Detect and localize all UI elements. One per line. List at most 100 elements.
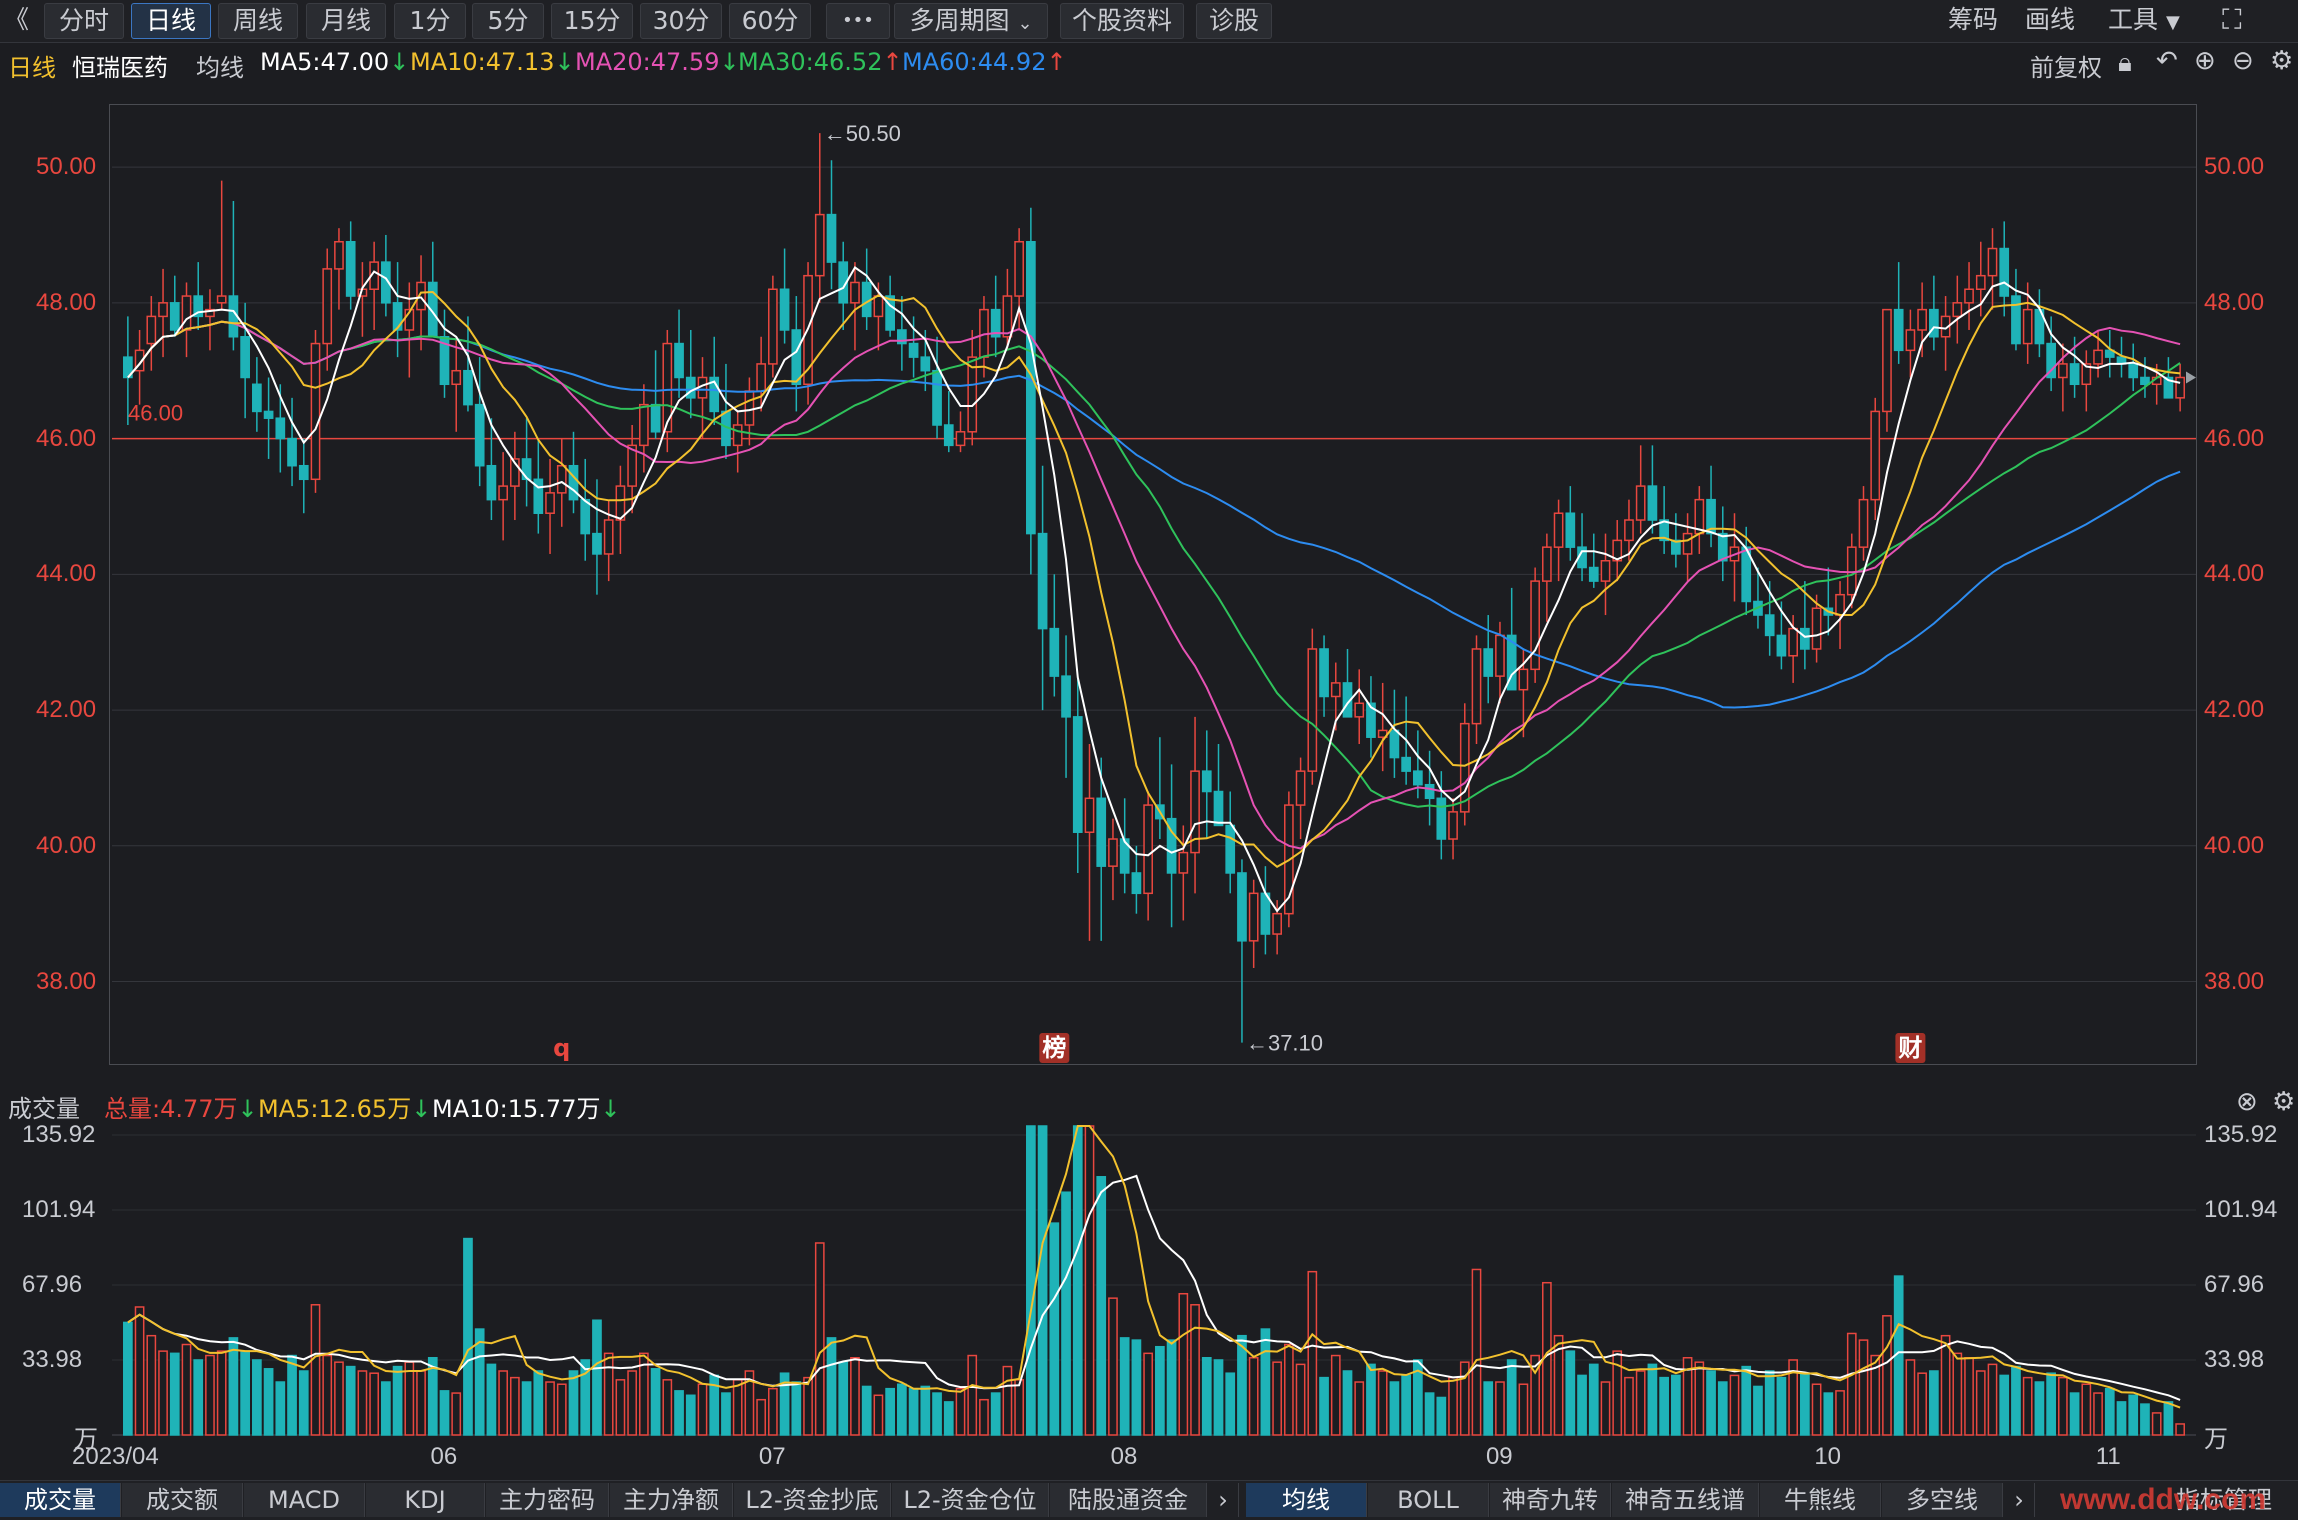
tab-macd[interactable]: MACD — [244, 1483, 365, 1517]
volume-bar-up — [967, 1354, 978, 1436]
tab-long-short[interactable]: 多空线 — [1882, 1483, 2003, 1517]
volume-bar-down — [2034, 1381, 2045, 1436]
tab-volume[interactable]: 成交量 — [0, 1483, 121, 1517]
candle-down — [1565, 512, 1576, 548]
lock-icon[interactable]: 🔒︎ — [2118, 48, 2132, 78]
tab-l2-position[interactable]: L2-资金仓位 — [892, 1483, 1049, 1517]
down-arrow-icon: ↓ — [554, 48, 575, 76]
volume-header: 成交量 总量:4.77万↓ MA5:12.65万↓ MA10:15.77万↓ ⊗… — [0, 1085, 2298, 1125]
volume-bar-down — [1929, 1370, 1939, 1436]
period-tab-60min[interactable]: 60分 — [729, 3, 811, 39]
candle-down — [439, 336, 450, 386]
close-icon[interactable]: ⊗ — [2236, 1087, 2258, 1117]
tab-magic-nine[interactable]: 神奇九转 — [1490, 1483, 1611, 1517]
volume-bar-down — [1717, 1381, 1728, 1436]
candle-down — [1929, 308, 1939, 338]
down-arrow-icon: ↓ — [389, 48, 410, 76]
ma-title[interactable]: 均线 — [196, 54, 244, 82]
chevron-right-icon[interactable]: › — [1208, 1483, 1239, 1517]
volume-bar-up — [1682, 1357, 1693, 1436]
stock-name[interactable]: 恒瑞医药 — [72, 54, 168, 82]
period-tab-daily[interactable]: 日线 — [131, 3, 211, 39]
tab-main-force-code[interactable]: 主力密码 — [486, 1483, 609, 1517]
volume-bar-up — [1952, 1352, 1963, 1436]
volume-bar-up — [1694, 1361, 1705, 1436]
candle-up — [451, 369, 462, 386]
period-tab-fenshi[interactable]: 分时 — [44, 3, 124, 39]
volume-bar-up — [627, 1370, 637, 1436]
zoom-out-icon[interactable]: ⊖ — [2232, 46, 2254, 76]
chevron-down-icon: ⌄ — [1017, 13, 1033, 34]
period-tab-30min[interactable]: 30分 — [640, 3, 722, 39]
tab-kdj[interactable]: KDJ — [366, 1483, 485, 1517]
volume-bar-down — [897, 1383, 907, 1436]
chips-button[interactable]: 筹码 — [1948, 5, 1999, 34]
back-icon[interactable]: 《 — [4, 5, 30, 34]
undo-icon[interactable]: ↶ — [2156, 46, 2178, 76]
candle-up — [1307, 648, 1318, 772]
candle-down — [897, 329, 907, 345]
fullscreen-icon[interactable]: ⛶ — [2222, 3, 2242, 36]
volume-total: 总量:4.77万↓ — [104, 1089, 258, 1124]
volume-bar-down — [392, 1365, 403, 1436]
diagnose-button[interactable]: 诊股 — [1196, 3, 1272, 39]
candle-down — [1319, 648, 1329, 698]
volume-bar-down — [1049, 1222, 1060, 1436]
volume-bar-down — [193, 1359, 204, 1436]
volume-bar-down — [1119, 1337, 1130, 1436]
adjust-mode[interactable]: 前复权 — [2030, 54, 2102, 82]
period-tab-weekly[interactable]: 周线 — [218, 3, 298, 39]
tools-menu[interactable]: 工具 ▼ — [2108, 3, 2180, 37]
settings-icon[interactable]: ⚙ — [2270, 46, 2294, 76]
stock-profile-button[interactable]: 个股资料 — [1060, 3, 1184, 39]
watermark: www.ddw.com — [2060, 1483, 2267, 1516]
tab-main-force-net[interactable]: 主力净额 — [610, 1483, 733, 1517]
tab-boll[interactable]: BOLL — [1368, 1483, 1489, 1517]
volume-bar-down — [1389, 1381, 1400, 1436]
volume-title[interactable]: 成交量 — [8, 1095, 80, 1123]
price-chart-frame — [109, 104, 2197, 1065]
zoom-in-icon[interactable]: ⊕ — [2194, 46, 2216, 76]
indicator-tab-bar: 成交量 成交额 MACD KDJ 主力密码 主力净额 L2-资金抄底 L2-资金… — [0, 1480, 2298, 1520]
low-price-annotation: ←37.10 — [1246, 1031, 1323, 1056]
volume-bar-down — [2104, 1387, 2115, 1436]
volume-bar-up — [498, 1370, 508, 1436]
candle-down — [1225, 824, 1236, 874]
period-tab-15min[interactable]: 15分 — [551, 3, 633, 39]
volume-unit-label-right: 万 — [2204, 1426, 2228, 1453]
period-tab-1min[interactable]: 1分 — [394, 3, 466, 39]
candle-down — [1213, 790, 1224, 827]
draw-line-button[interactable]: 画线 — [2025, 5, 2076, 34]
volume-bar-up — [556, 1383, 567, 1436]
tab-indicator-manage[interactable]: 指标管理 — [2150, 1483, 2298, 1517]
settings-icon[interactable]: ⚙ — [2272, 1087, 2296, 1117]
candle-up — [1330, 682, 1341, 698]
period-tab-5min[interactable]: 5分 — [472, 3, 544, 39]
tab-magic-five[interactable]: 神奇五线谱 — [1612, 1483, 1759, 1517]
candle-up — [545, 492, 555, 514]
volume-bar-down — [1800, 1372, 1810, 1436]
volume-bar-up — [1377, 1370, 1388, 1436]
candle-up — [768, 288, 778, 365]
multi-period-dropdown[interactable]: 多周期图 ⌄ — [894, 3, 1048, 39]
volume-bar-up — [1729, 1374, 1740, 1436]
multi-period-label: 多周期图 — [909, 6, 1010, 35]
ma60-text: MA60:44.92 — [902, 48, 1047, 76]
chevron-right-icon[interactable]: › — [2004, 1483, 2035, 1517]
volume-unit-label-left: 万 — [74, 1426, 98, 1453]
tab-turnover[interactable]: 成交额 — [122, 1483, 243, 1517]
candle-up — [1190, 770, 1200, 854]
tab-ma[interactable]: 均线 — [1246, 1483, 1367, 1517]
volume-bar-down — [2128, 1394, 2139, 1436]
tab-bull-bear[interactable]: 牛熊线 — [1760, 1483, 1881, 1517]
candle-down — [580, 498, 591, 535]
date-tick-label: 10 — [1814, 1443, 1842, 1470]
tab-l2-bottom[interactable]: L2-资金抄底 — [734, 1483, 891, 1517]
candle-down — [1436, 797, 1447, 840]
ma60-value: MA60:44.92↑ — [902, 48, 1067, 76]
tab-northbound[interactable]: 陆股通资金 — [1050, 1483, 1207, 1517]
more-periods-button[interactable]: ••• — [826, 3, 890, 39]
period-tab-monthly[interactable]: 月线 — [306, 3, 386, 39]
candle-up — [1975, 274, 1986, 291]
